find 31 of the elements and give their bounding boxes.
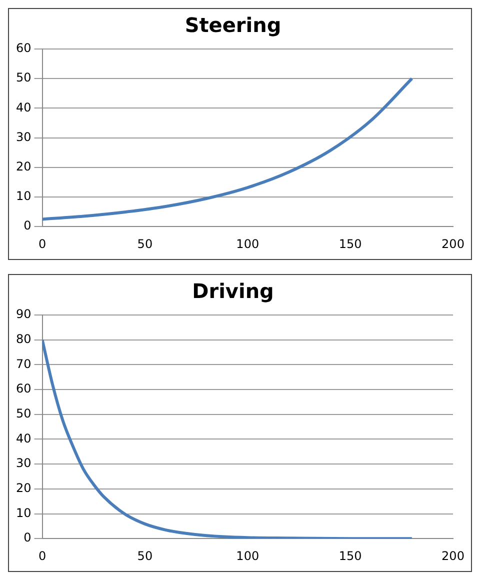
y-tick-label: 50 xyxy=(16,406,32,421)
y-tick-label: 10 xyxy=(16,506,32,520)
line-series xyxy=(42,77,414,221)
y-tick-label: 60 xyxy=(16,41,32,56)
y-tick-label: 40 xyxy=(16,431,32,446)
y-tick-label: 60 xyxy=(16,382,32,396)
x-tick-label: 100 xyxy=(236,548,260,563)
x-tick-label: 200 xyxy=(442,236,464,251)
y-tick-label: 50 xyxy=(16,70,32,85)
line-series xyxy=(42,338,414,539)
y-tick-label: 0 xyxy=(24,218,32,233)
y-tick-label: 90 xyxy=(16,307,32,322)
y-tick-label: 20 xyxy=(16,160,32,174)
chart-title: Driving xyxy=(192,279,274,304)
x-tick-label: 50 xyxy=(137,548,153,563)
y-tick-label: 30 xyxy=(16,130,32,144)
x-tick-label: 0 xyxy=(38,548,46,563)
x-tick-label: 100 xyxy=(236,236,260,251)
x-tick-label: 150 xyxy=(338,236,362,251)
y-tick-label: 70 xyxy=(16,356,32,371)
y-tick-label: 10 xyxy=(16,189,32,204)
y-tick-label: 30 xyxy=(16,456,32,470)
y-tick-label: 80 xyxy=(16,332,32,346)
x-tick-label: 150 xyxy=(338,548,362,563)
y-tick-label: 40 xyxy=(16,100,32,114)
x-tick-label: 0 xyxy=(38,236,46,251)
chart-title: Steering xyxy=(184,13,282,38)
y-tick-label: 0 xyxy=(24,530,32,545)
x-tick-label: 200 xyxy=(442,548,464,563)
x-tick-label: 50 xyxy=(137,236,153,251)
y-tick-label: 20 xyxy=(16,481,32,496)
